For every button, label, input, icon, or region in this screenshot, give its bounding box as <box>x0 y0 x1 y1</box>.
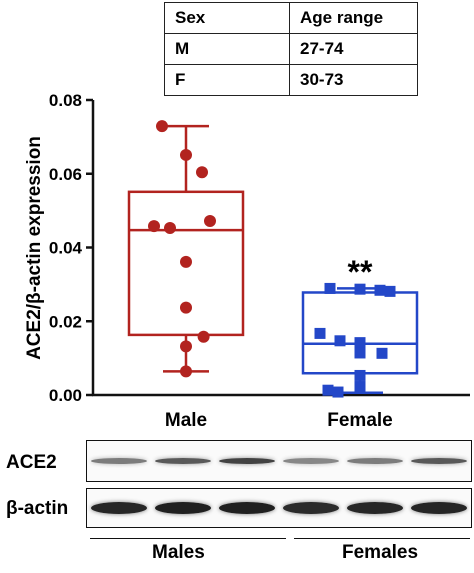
table-cell: Age range <box>289 2 418 34</box>
data-point <box>354 381 366 393</box>
blot-band <box>411 458 467 464</box>
table-row: Sex Age range <box>164 2 418 34</box>
y-tick-label: 0.06 <box>49 165 82 184</box>
box <box>127 190 245 337</box>
table-cell: 30-73 <box>289 64 418 96</box>
y-axis: 0.00 0.02 0.04 0.06 0.08 <box>49 91 470 405</box>
data-point <box>324 282 336 294</box>
data-point <box>354 347 366 359</box>
females-bracket-line <box>294 538 470 539</box>
series-male <box>127 120 245 378</box>
blot-label-beta-actin: β-actin <box>6 498 69 519</box>
blot-band <box>411 502 467 514</box>
y-tick-label: 0.02 <box>49 312 82 331</box>
table-cell: Sex <box>164 2 290 34</box>
table-row: M 27-74 <box>164 33 418 65</box>
data-point <box>354 369 366 381</box>
blot-band <box>347 458 403 464</box>
table-cell: 27-74 <box>289 33 418 65</box>
group-label-males: Males <box>152 542 205 563</box>
blot-band <box>219 458 275 464</box>
data-point <box>197 330 210 343</box>
males-bracket-line <box>90 538 286 539</box>
blot-band <box>155 458 211 464</box>
blot-band <box>91 502 147 514</box>
data-point <box>314 327 326 339</box>
blot-band <box>283 502 339 514</box>
data-point <box>156 120 168 133</box>
box-plot-chart: 0.00 0.02 0.04 0.06 0.08 Male Female ACE2/β-a… <box>24 91 470 431</box>
data-point <box>204 214 216 227</box>
data-point <box>322 384 334 396</box>
data-point <box>164 221 176 234</box>
data-point <box>374 284 386 296</box>
blot-band <box>283 458 339 464</box>
data-point <box>384 285 396 297</box>
significance-marker: ** <box>348 254 373 290</box>
blot-band <box>347 502 403 514</box>
ace2-blot-panel <box>86 440 472 482</box>
data-point <box>376 347 388 359</box>
blot-label-ace2: ACE2 <box>6 452 57 473</box>
x-category-label: Male <box>165 410 207 431</box>
plot-area: Male Female <box>127 120 419 431</box>
y-tick-label: 0.08 <box>49 91 82 110</box>
data-point <box>196 166 208 179</box>
data-point <box>332 386 344 398</box>
series-female <box>301 282 419 398</box>
blot-band <box>155 502 211 514</box>
data-point <box>180 255 192 268</box>
beta-actin-blot-panel <box>86 488 472 528</box>
data-point <box>180 148 192 161</box>
data-point <box>354 337 366 349</box>
data-point <box>334 335 346 347</box>
data-point <box>354 283 366 295</box>
age-range-table: Sex Age range M 27-74 F 30-73 <box>164 2 418 96</box>
y-tick-label: 0.00 <box>49 386 82 405</box>
y-tick-label: 0.04 <box>49 239 83 258</box>
data-point <box>180 365 192 378</box>
data-point <box>180 301 192 314</box>
table-row: F 30-73 <box>164 64 418 96</box>
x-category-label: Female <box>327 410 392 431</box>
data-point <box>148 220 160 233</box>
y-axis-label: ACE2/β-actin expression <box>24 136 45 360</box>
group-label-females: Females <box>342 542 419 563</box>
data-point <box>180 340 192 353</box>
blot-band <box>219 502 275 514</box>
blot-band <box>91 458 147 464</box>
